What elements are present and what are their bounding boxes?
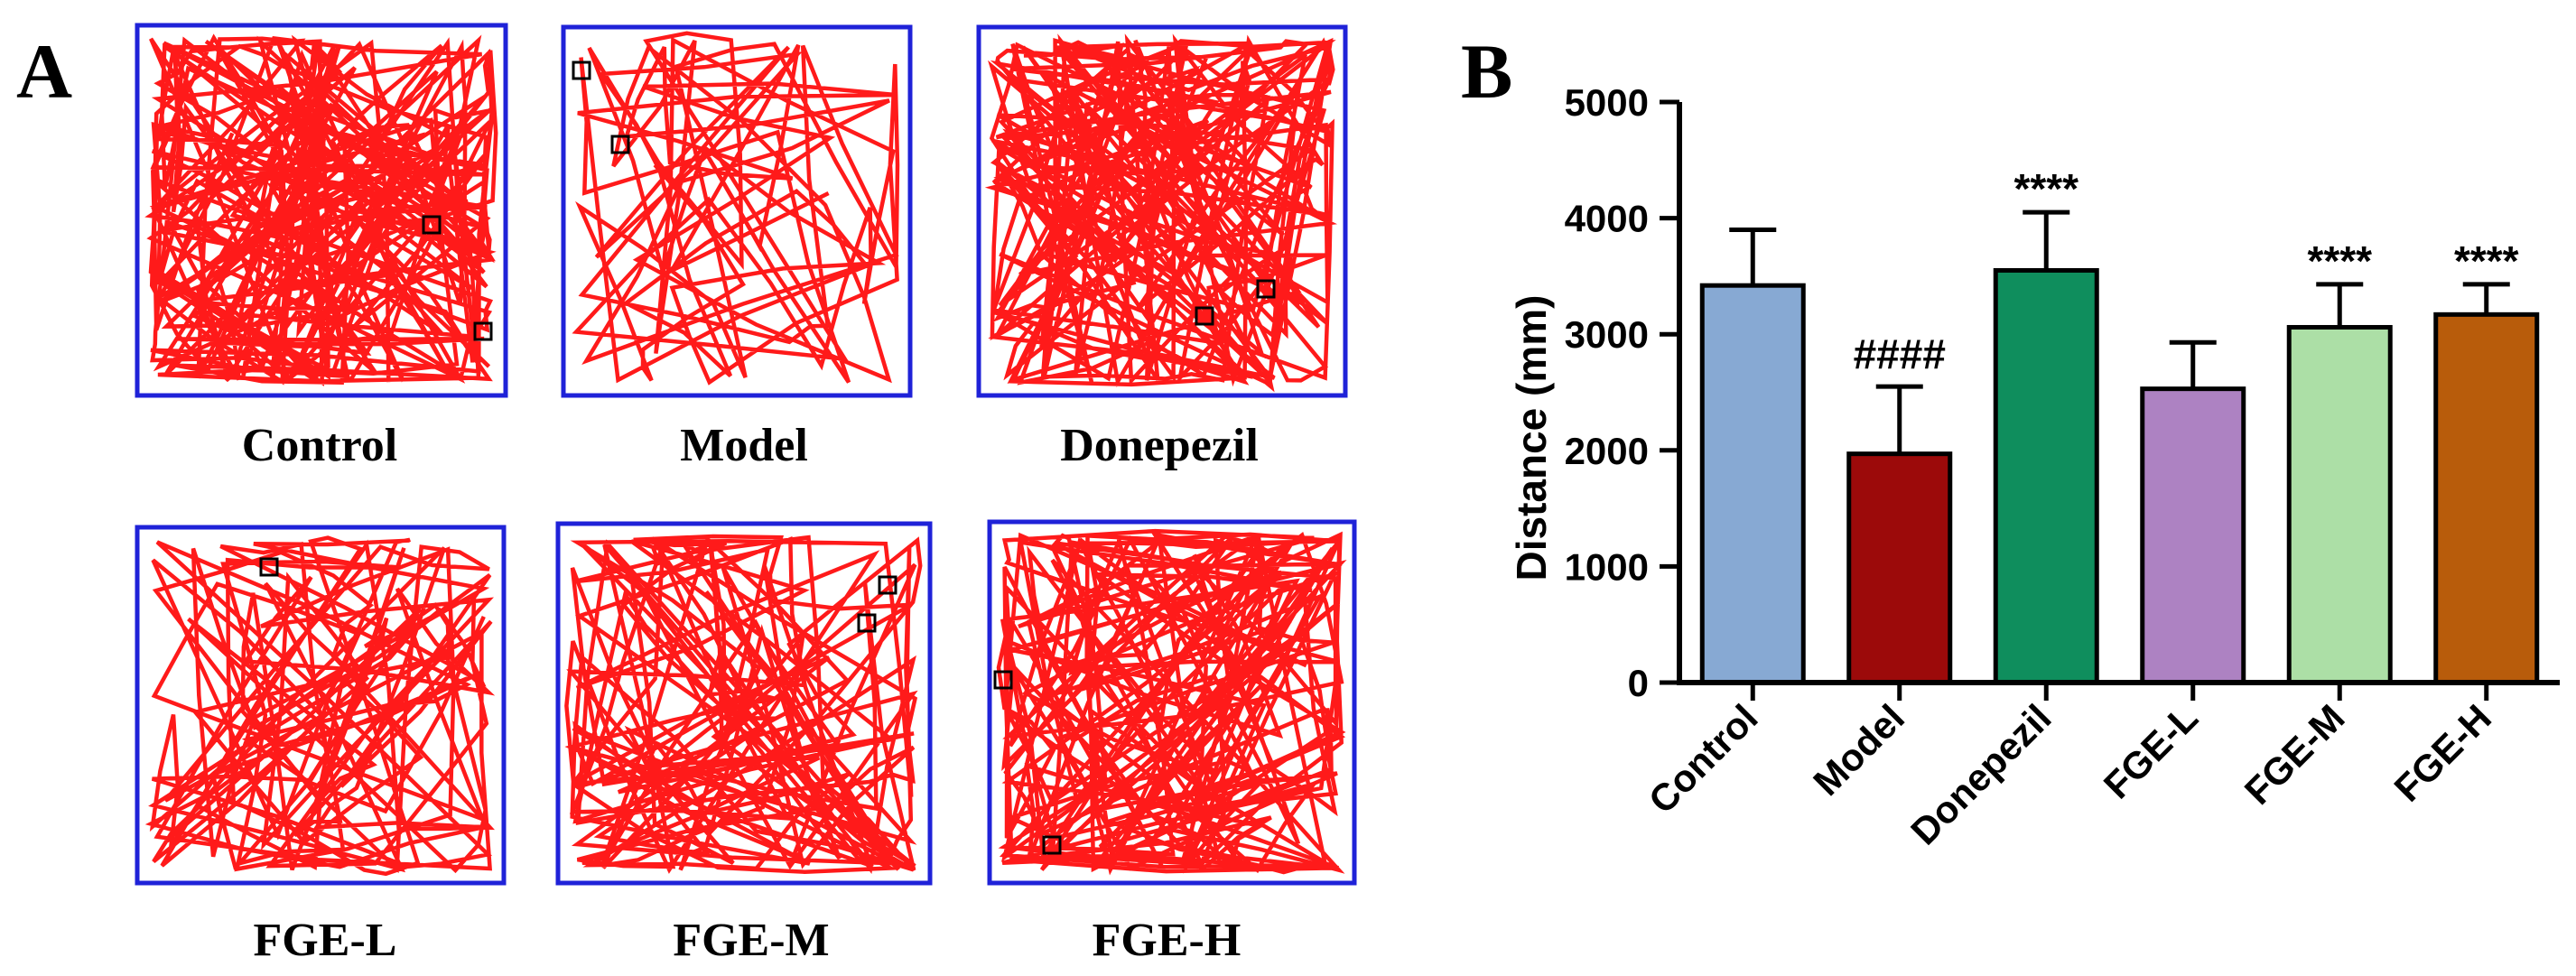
track-plot-control [135,23,508,398]
bar-fge-m [2286,324,2393,685]
category-label-model: Model [1805,696,1912,804]
significance-fge-h: **** [2454,237,2519,284]
panel-a-letter: A [16,28,72,115]
end-marker [857,613,877,633]
track-plot-fge-l [135,525,507,886]
end-marker [1195,306,1214,326]
category-label-fge-m: FGE-M [2237,696,2353,813]
y-axis-title: Distance (mm) [1508,295,1555,581]
y-tick-label: 5000 [1565,81,1649,124]
end-marker [1042,835,1062,855]
category-label-fge-l: FGE-L [2096,696,2206,806]
significance-model: #### [1854,330,1946,377]
track-label-donepezil: Donepezil [1060,420,1259,471]
start-marker [259,557,279,577]
panel-b-letter: B [1461,28,1512,115]
y-tick-label: 1000 [1565,545,1649,588]
movement-track [564,534,923,874]
track-label-fge-l: FGE-L [254,915,397,966]
track-plot-donepezil [976,24,1348,398]
start-marker [610,135,630,154]
y-tick-label: 2000 [1565,430,1649,472]
movement-track [996,528,1347,876]
track-label-control: Control [242,420,397,471]
bars: #### **** **** **** [1699,165,2540,701]
track-label-model: Model [680,420,808,471]
bar-control [1699,283,1806,685]
start-marker [878,575,897,595]
movement-track [572,31,900,386]
end-marker [422,215,442,235]
significance-donepezil: **** [2013,165,2078,212]
y-tick-label: 0 [1628,662,1649,704]
bar-fge-l [2140,386,2246,685]
track-label-fge-m: FGE-M [673,915,829,966]
y-tick-label: 3000 [1565,313,1649,356]
category-label-control: Control [1641,696,1766,822]
bar-chart: Distance (mm) 0 1000 2000 3000 4000 5000 ####… [1508,81,2560,853]
movement-track [144,33,498,386]
bar-fge-h [2433,311,2540,685]
track-label-fge-h: FGE-H [1093,915,1242,966]
y-axis-ticks: 0 1000 2000 3000 4000 5000 [1565,81,1679,704]
track-plot-fge-h [987,519,1357,886]
category-label-donepezil: Donepezil [1902,696,2059,852]
start-marker [473,321,493,341]
track-plot-model [561,24,913,398]
start-marker [1256,279,1276,299]
bar-donepezil [1993,267,2099,685]
start-marker [993,670,1013,690]
track-plot-fge-m [555,521,933,886]
bar-model [1846,451,1953,685]
movement-track [984,33,1338,393]
significance-fge-m: **** [2307,237,2372,284]
movement-track [144,535,496,877]
category-label-fge-h: FGE-H [2385,696,2499,810]
end-marker [572,60,591,80]
track-plots [135,23,1357,886]
y-tick-label: 4000 [1565,198,1649,240]
